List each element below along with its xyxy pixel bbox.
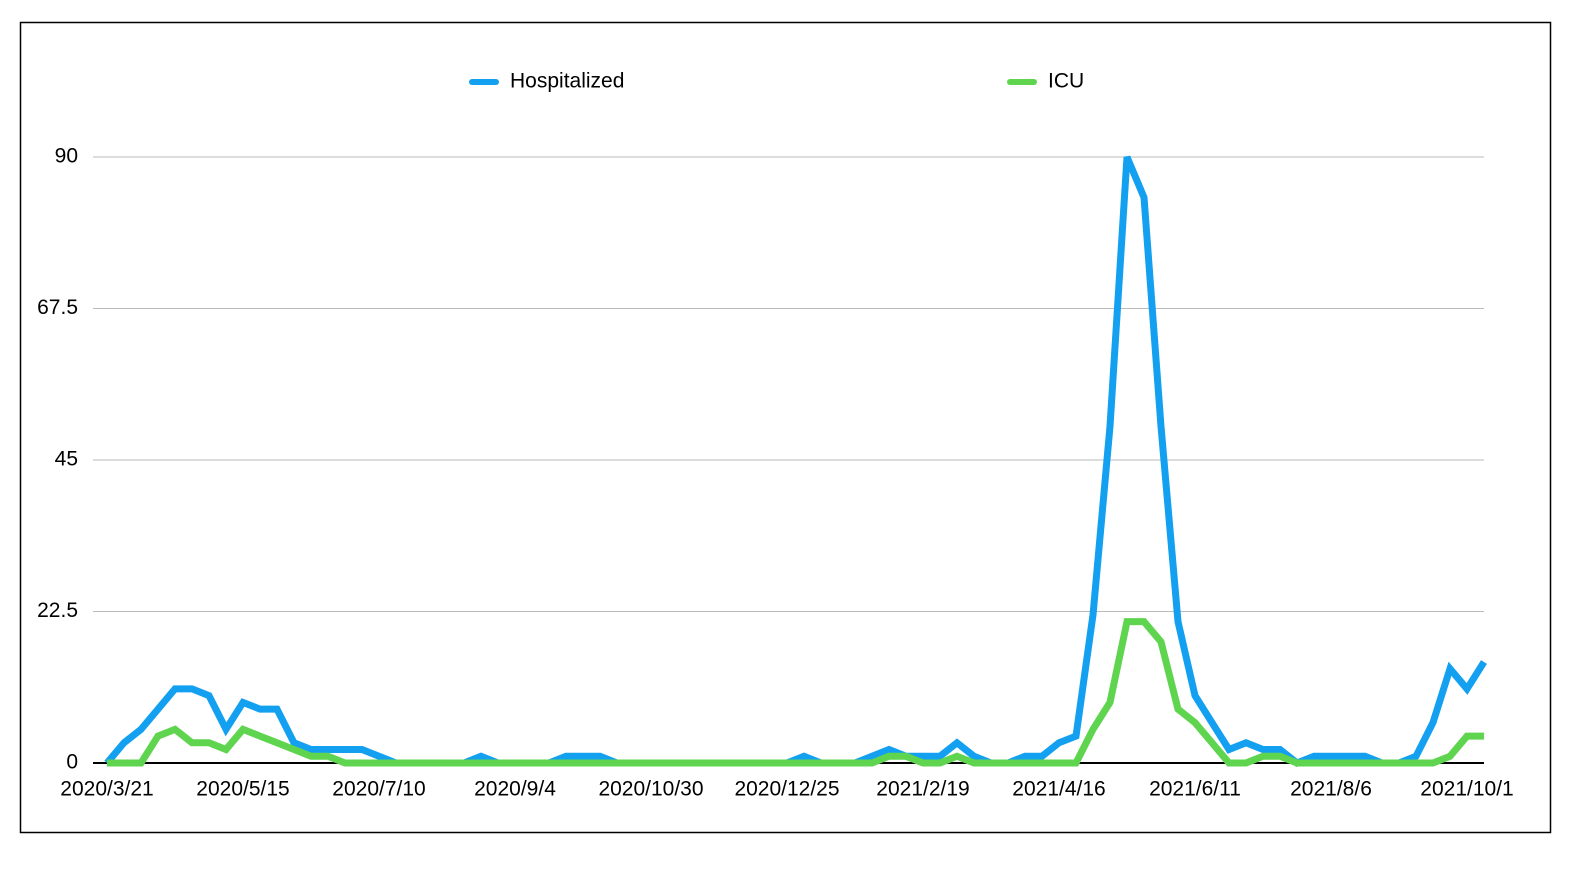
y-tick-label: 22.5 (37, 599, 78, 622)
x-tick-label: 2020/10/30 (598, 778, 703, 801)
x-tick-label: 2021/8/6 (1290, 778, 1372, 801)
legend-label: ICU (1048, 70, 1084, 93)
y-tick-label: 45 (55, 448, 78, 471)
x-tick-label: 2021/10/1 (1420, 778, 1513, 801)
x-tick-label: 2020/5/15 (196, 778, 289, 801)
x-tick-label: 2021/6/11 (1149, 778, 1241, 801)
legend-label: Hospitalized (510, 70, 624, 93)
x-tick-label: 2020/3/21 (60, 778, 153, 801)
y-tick-label: 90 (55, 145, 78, 168)
series-line (107, 618, 1484, 767)
x-tick-label: 2021/2/19 (876, 778, 969, 801)
chart-frame (19, 21, 1552, 834)
x-tick-label: 2021/4/16 (1012, 778, 1105, 801)
x-tick-label: 2020/9/4 (474, 778, 556, 801)
x-tick-label: 2020/12/25 (734, 778, 839, 801)
x-tick-label: 2020/7/10 (332, 778, 425, 801)
y-tick-label: 67.5 (37, 296, 78, 319)
y-tick-label: 0 (66, 751, 78, 774)
